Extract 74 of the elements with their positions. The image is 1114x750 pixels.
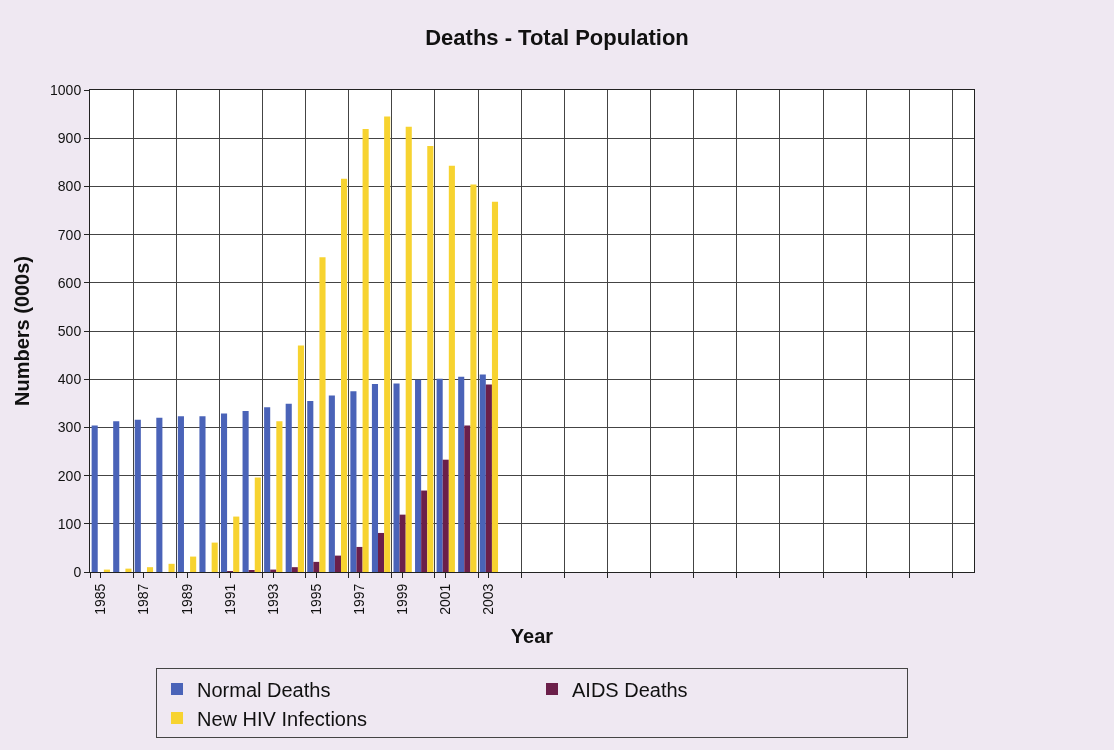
y-tick-label: 600 — [57, 274, 82, 291]
bar — [371, 384, 379, 572]
bar — [297, 345, 304, 572]
y-tick-label: 900 — [57, 130, 82, 147]
bar — [427, 145, 434, 572]
bar — [479, 374, 486, 572]
y-tick-label: 800 — [57, 178, 82, 195]
bar — [458, 376, 465, 572]
bar — [264, 407, 271, 572]
x-tick-label: 1993 — [264, 583, 281, 615]
bar — [319, 257, 326, 572]
bar — [156, 417, 163, 572]
bar — [242, 411, 249, 572]
bar — [291, 567, 298, 572]
bar — [328, 395, 335, 572]
bar — [113, 421, 120, 572]
bar — [125, 568, 132, 572]
bar — [220, 413, 228, 572]
x-axis-title: Year — [510, 625, 554, 648]
y-tick-label: 100 — [57, 515, 82, 532]
x-tick-label: 1989 — [178, 583, 195, 615]
bar — [233, 516, 240, 572]
bar — [285, 403, 292, 572]
bar — [276, 421, 283, 572]
legend-label: Normal Deaths — [197, 678, 331, 701]
bar — [384, 116, 391, 572]
bar — [442, 459, 449, 572]
bar — [464, 425, 471, 572]
bar — [491, 201, 499, 572]
bar — [177, 416, 184, 572]
bar — [91, 425, 98, 572]
bar — [313, 561, 320, 572]
legend-label: New HIV Infections — [197, 707, 368, 730]
bar — [341, 178, 348, 572]
x-tick-label: 1995 — [307, 583, 324, 615]
bar — [362, 129, 369, 572]
bar — [378, 532, 385, 572]
bar — [448, 165, 455, 572]
bar — [211, 542, 218, 572]
y-tick-label: 200 — [57, 467, 82, 484]
bar — [415, 379, 422, 572]
bar — [436, 378, 443, 572]
bar — [146, 567, 154, 572]
x-tick-label: 1999 — [394, 583, 411, 615]
y-tick-label: 1000 — [50, 81, 82, 98]
bar — [356, 546, 363, 572]
y-tick-label: 400 — [57, 371, 82, 388]
bar — [190, 556, 197, 572]
chart-title: Deaths - Total Population — [425, 25, 689, 51]
y-tick-label: 500 — [57, 322, 82, 339]
bar — [399, 514, 406, 572]
x-tick-label: 2001 — [437, 583, 454, 615]
bar — [350, 391, 357, 572]
x-tick-label: 1991 — [221, 583, 238, 615]
bar — [307, 400, 314, 572]
x-tick-label: 1985 — [92, 583, 109, 615]
legend-label: AIDS Deaths — [572, 678, 688, 701]
bar — [334, 555, 342, 572]
bar — [199, 416, 206, 572]
y-tick-label: 300 — [57, 419, 82, 436]
x-tick-label: 1997 — [351, 583, 368, 615]
bar — [485, 384, 492, 572]
y-tick-label: 700 — [57, 226, 82, 243]
x-tick-label: 2003 — [480, 583, 497, 615]
bar — [421, 490, 428, 572]
bar — [393, 383, 400, 572]
bar — [405, 126, 412, 572]
bar — [470, 184, 477, 572]
y-tick-label: 0 — [73, 563, 82, 580]
y-axis-title: Numbers (000s) — [10, 255, 33, 407]
bar — [134, 419, 141, 572]
bar — [254, 477, 261, 572]
bar — [168, 563, 175, 572]
x-tick-label: 1987 — [135, 583, 152, 615]
